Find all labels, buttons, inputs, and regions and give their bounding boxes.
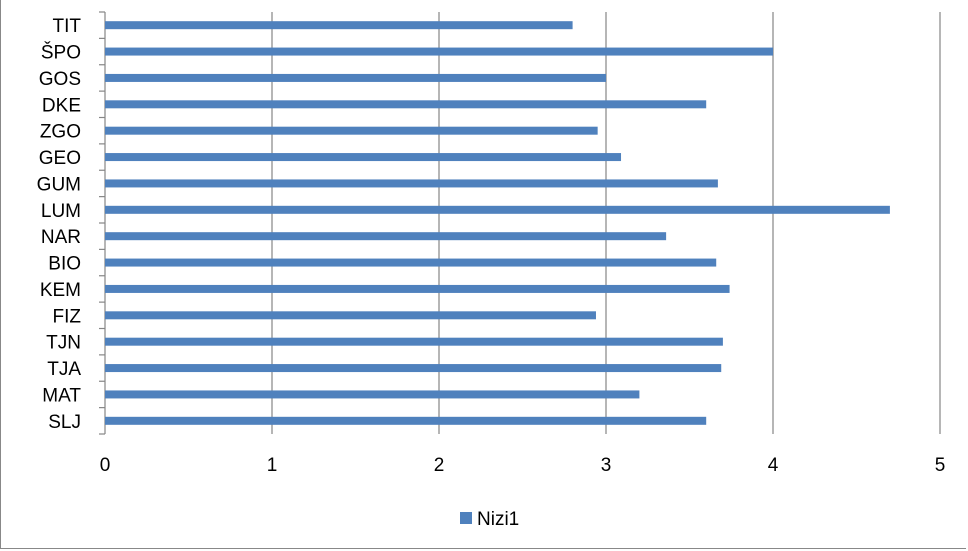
x-tick-label-1: 1	[267, 455, 278, 476]
category-label-fiz: FIZ	[53, 306, 82, 327]
bar-nar	[105, 232, 667, 241]
y-axis	[99, 11, 106, 435]
bar-tja	[105, 364, 722, 373]
bar-slj	[105, 416, 707, 425]
category-label-slj: SLJ	[48, 412, 81, 433]
bar-špo	[105, 47, 773, 56]
category-label-dke: DKE	[42, 95, 81, 116]
gridlines	[271, 12, 941, 434]
category-label-lum: LUM	[41, 201, 81, 222]
category-label-gum: GUM	[37, 174, 81, 195]
bar-gos	[105, 73, 606, 82]
bar-lum	[105, 205, 890, 214]
bar-dke	[105, 100, 707, 109]
bar-kem	[105, 284, 730, 293]
legend-swatch	[460, 512, 472, 524]
x-tick-label-0: 0	[100, 455, 111, 476]
category-label-tjn: TJN	[46, 333, 81, 354]
category-label-nar: NAR	[41, 227, 81, 248]
category-label-zgo: ZGO	[40, 122, 81, 143]
bar-mat	[105, 390, 640, 399]
category-label-gos: GOS	[39, 69, 81, 90]
bar-tit	[105, 21, 573, 30]
x-tick-label-5: 5	[935, 455, 946, 476]
category-label-kem: KEM	[40, 280, 81, 301]
bar-zgo	[105, 126, 598, 135]
x-tick-label-2: 2	[434, 455, 445, 476]
x-tick-label-4: 4	[768, 455, 779, 476]
category-label-mat: MAT	[42, 385, 81, 406]
legend-label: Nizi1	[477, 509, 519, 530]
legend: Nizi1	[460, 509, 519, 530]
bar-bio	[105, 258, 717, 267]
bar-gum	[105, 179, 718, 188]
bar-tjn	[105, 337, 723, 346]
bar-series	[105, 21, 890, 425]
bar-fiz	[105, 311, 596, 320]
category-label-tja: TJA	[47, 359, 81, 380]
category-label-geo: GEO	[39, 148, 81, 169]
x-tick-labels: 0 1 2 3 4 5	[100, 455, 946, 476]
category-label-špo: ŠPO	[41, 42, 81, 64]
category-label-tit: TIT	[53, 16, 82, 37]
x-tick-label-3: 3	[601, 455, 612, 476]
bar-geo	[105, 153, 622, 162]
category-label-bio: BIO	[48, 254, 81, 275]
category-labels: TIT ŠPO GOS DKE ZGO GEO GUM LUM NAR BIO KEM FIZ TJN T…	[37, 16, 82, 433]
